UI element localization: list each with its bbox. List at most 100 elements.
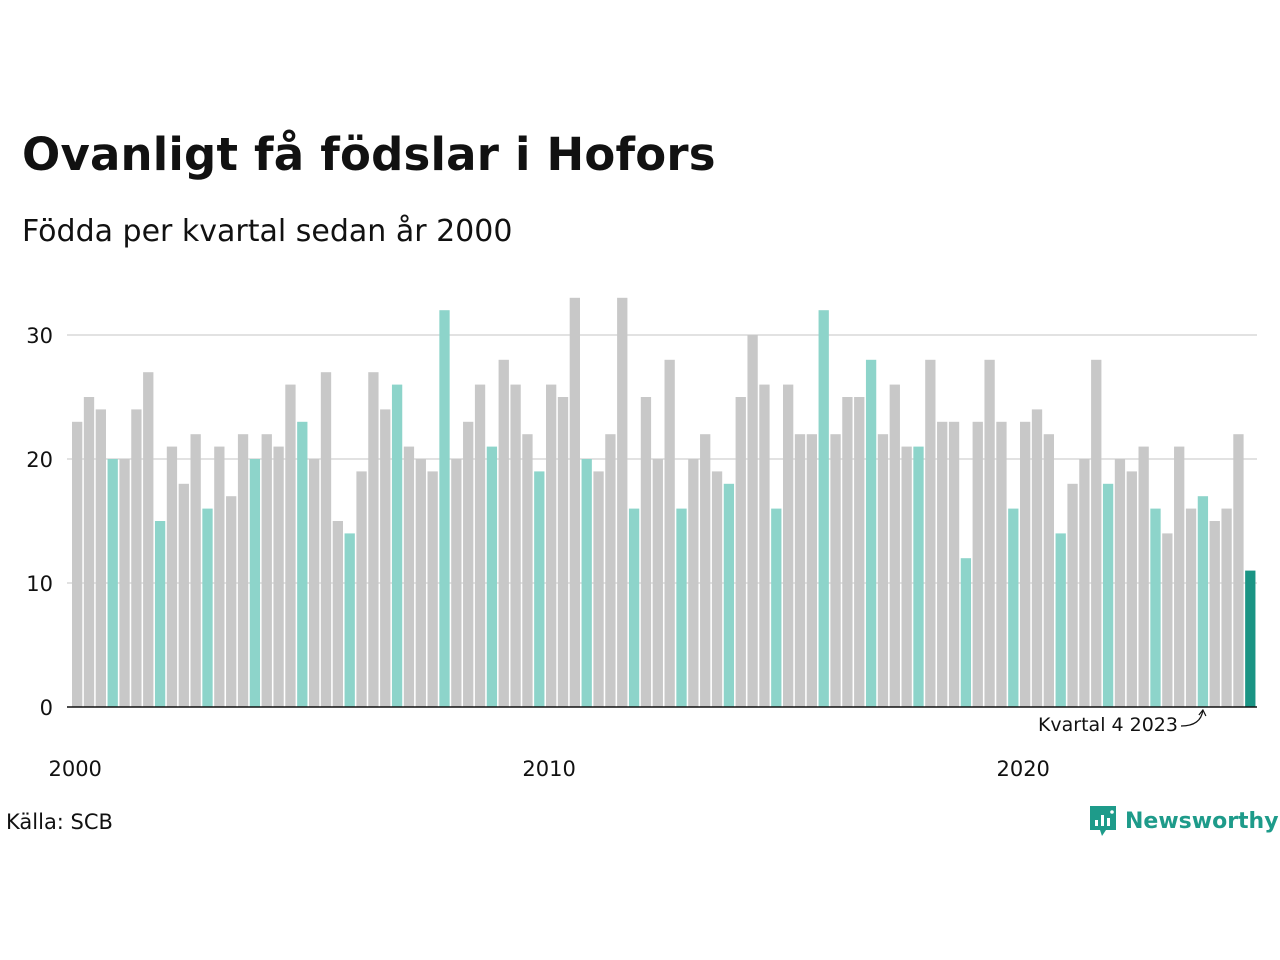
bar bbox=[226, 496, 237, 707]
bar bbox=[1209, 521, 1220, 707]
bar bbox=[1031, 409, 1043, 707]
annotation-arrowhead bbox=[1198, 708, 1207, 717]
bar bbox=[261, 434, 272, 707]
bar bbox=[498, 359, 509, 707]
bar bbox=[1043, 434, 1054, 707]
bar bbox=[972, 421, 983, 707]
bar bbox=[1162, 533, 1173, 707]
bar bbox=[818, 310, 829, 707]
annotation: Kvartal 4 2023 bbox=[1038, 708, 1207, 736]
annotation-arrow bbox=[1180, 709, 1204, 727]
y-tick-label: 20 bbox=[26, 448, 53, 472]
newsworthy-logo-icon bbox=[1090, 806, 1116, 836]
x-tick-label: 2020 bbox=[996, 757, 1049, 781]
bar bbox=[723, 483, 735, 707]
bar bbox=[107, 459, 118, 707]
bar bbox=[1020, 421, 1031, 707]
bar bbox=[356, 471, 367, 707]
bar bbox=[309, 459, 320, 707]
bar bbox=[439, 310, 450, 707]
bar bbox=[1114, 459, 1126, 707]
bar bbox=[534, 471, 545, 707]
bar bbox=[593, 471, 604, 707]
bar bbox=[569, 297, 580, 707]
bar bbox=[1245, 570, 1256, 707]
bar bbox=[119, 459, 130, 707]
bar bbox=[557, 397, 569, 707]
bar bbox=[676, 508, 687, 707]
bar bbox=[320, 372, 332, 707]
bar bbox=[380, 409, 391, 707]
bar bbox=[415, 459, 426, 707]
y-tick-label: 0 bbox=[40, 696, 53, 720]
bar bbox=[1185, 508, 1197, 707]
bar bbox=[901, 446, 912, 707]
bar bbox=[72, 421, 83, 707]
bar bbox=[344, 533, 355, 707]
bar bbox=[368, 372, 379, 707]
annotation-label: Kvartal 4 2023 bbox=[1038, 714, 1178, 736]
bar bbox=[700, 434, 711, 707]
bar bbox=[154, 521, 166, 707]
bar bbox=[996, 421, 1007, 707]
bar bbox=[617, 297, 628, 707]
bar bbox=[913, 446, 924, 707]
bar bbox=[688, 459, 699, 707]
bar bbox=[771, 508, 782, 707]
bar bbox=[711, 471, 723, 707]
bar bbox=[463, 421, 474, 707]
bar bbox=[332, 521, 343, 707]
bar bbox=[486, 446, 498, 707]
bar bbox=[1221, 508, 1232, 707]
bar bbox=[95, 409, 106, 707]
bar bbox=[166, 446, 178, 707]
bar bbox=[546, 384, 557, 707]
bar bbox=[1174, 446, 1185, 707]
bar bbox=[1150, 508, 1161, 707]
x-tick-label: 2000 bbox=[48, 757, 101, 781]
chart-title: Ovanligt få födslar i Hofors bbox=[22, 128, 716, 181]
bar bbox=[522, 434, 533, 707]
bar bbox=[877, 434, 889, 707]
bar bbox=[628, 508, 640, 707]
bar bbox=[664, 359, 675, 707]
bar bbox=[131, 409, 142, 707]
y-tick-labels: 0 10 20 30 bbox=[26, 324, 53, 720]
x-tick-label: 2010 bbox=[522, 757, 575, 781]
chart-subtitle: Födda per kvartal sedan år 2000 bbox=[22, 214, 513, 249]
brand-name: Newsworthy bbox=[1125, 808, 1279, 834]
bar bbox=[1067, 483, 1078, 707]
bar bbox=[1138, 446, 1149, 707]
bar bbox=[865, 359, 877, 707]
y-tick-label: 30 bbox=[26, 324, 53, 348]
bar bbox=[143, 372, 154, 707]
bar bbox=[1055, 533, 1066, 707]
bar bbox=[806, 434, 817, 707]
bar bbox=[297, 421, 308, 707]
bar bbox=[510, 384, 521, 707]
bar bbox=[391, 384, 403, 707]
bar bbox=[581, 459, 592, 707]
bar bbox=[925, 359, 936, 707]
bar bbox=[1008, 508, 1019, 707]
bar bbox=[202, 508, 213, 707]
bar bbox=[640, 397, 652, 707]
bar bbox=[1126, 471, 1137, 707]
brand-logo: Newsworthy bbox=[1087, 803, 1279, 839]
bar bbox=[854, 397, 865, 707]
bar bbox=[1079, 459, 1090, 707]
bar bbox=[783, 384, 794, 707]
bar bbox=[605, 434, 616, 707]
bar bbox=[937, 421, 948, 707]
source-note: Källa: SCB bbox=[6, 810, 113, 834]
bar bbox=[889, 384, 900, 707]
bar bbox=[830, 434, 841, 707]
bar bbox=[794, 434, 806, 707]
x-tick-labels: 2000 2010 2020 bbox=[48, 757, 1049, 781]
bar bbox=[1233, 434, 1244, 707]
bar bbox=[285, 384, 296, 707]
bar bbox=[427, 471, 438, 707]
bar bbox=[747, 335, 758, 707]
bar bbox=[403, 446, 415, 707]
bar bbox=[1091, 359, 1102, 707]
